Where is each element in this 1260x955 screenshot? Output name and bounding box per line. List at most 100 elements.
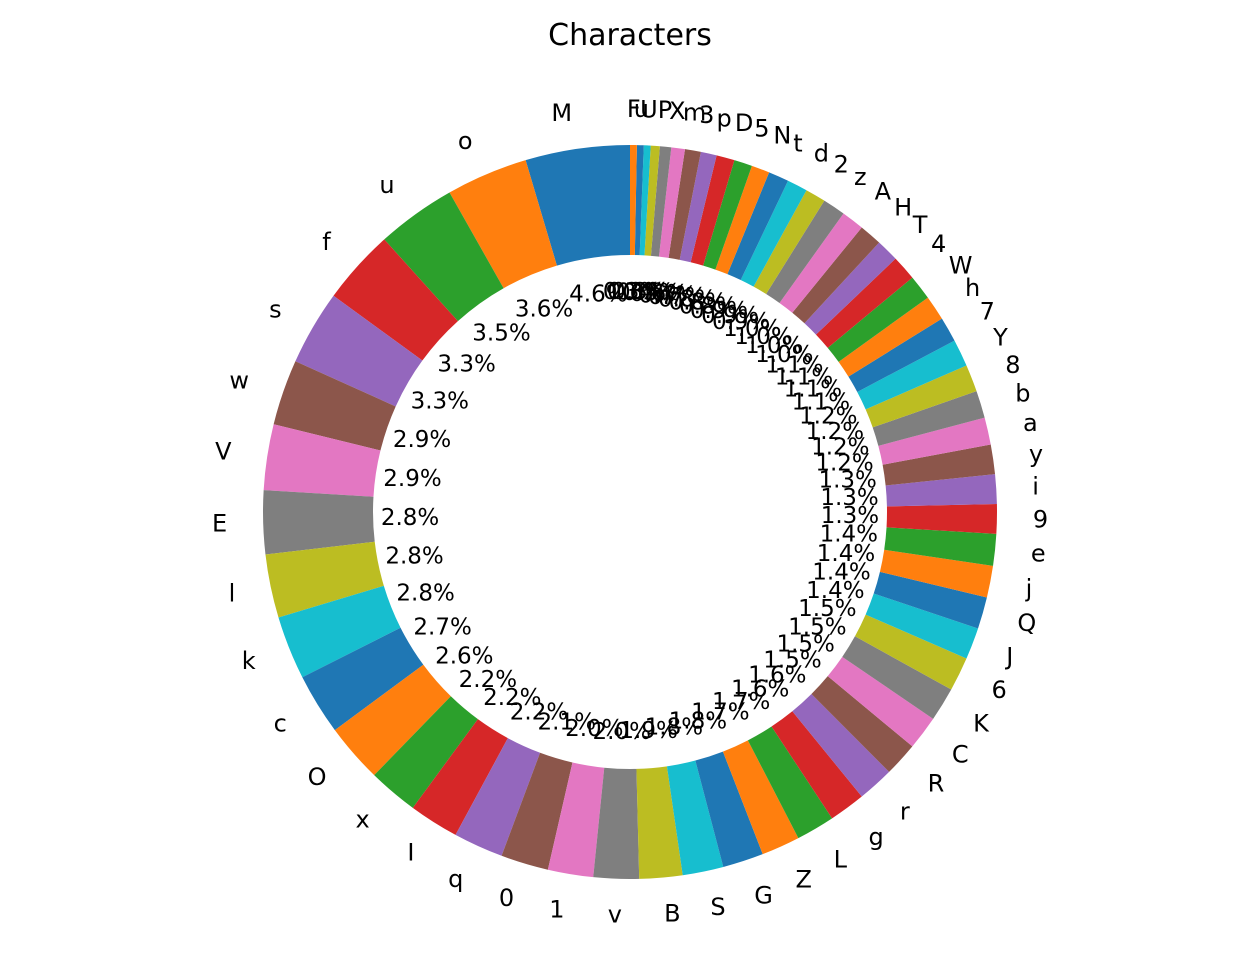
percentage-label: 2.6% <box>435 644 493 670</box>
pie-slice-i <box>885 474 997 507</box>
percentage-label: 1.1% <box>775 364 833 390</box>
pie-slice-B <box>636 766 683 879</box>
slice-label: X <box>669 97 685 125</box>
percentage-label: 1.4% <box>820 522 878 548</box>
pie-slice-9 <box>886 503 997 534</box>
slice-label: v <box>608 901 622 929</box>
slice-label: 9 <box>1033 506 1048 534</box>
slice-label: 8 <box>1005 351 1020 379</box>
percentage-label: 0.3% <box>603 279 661 305</box>
slice-label: p <box>717 104 732 132</box>
percentage-label: 2.2% <box>459 667 517 693</box>
slice-label: h <box>965 274 980 302</box>
percentage-label: 1.0% <box>723 316 781 342</box>
slice-label: q <box>448 865 463 893</box>
pie-slice-3 <box>668 149 701 260</box>
percentage-label: 2.8% <box>381 505 439 531</box>
slice-label: T <box>912 211 928 239</box>
percentage-label: 1.4% <box>812 560 870 586</box>
pie-slice-e <box>884 527 997 566</box>
percentage-label: 1.1% <box>792 390 850 416</box>
percentage-label: 0.4% <box>616 280 674 306</box>
pie-slice-4 <box>815 258 913 348</box>
pie-slice-M <box>525 145 630 266</box>
pie-slice-T <box>804 242 896 335</box>
percentage-label: 1.4% <box>817 541 875 567</box>
slice-label: m <box>683 98 706 126</box>
pie-slice-G <box>695 751 763 867</box>
pie-slice-h <box>838 297 942 377</box>
percentage-label: 1.2% <box>815 450 873 476</box>
pie-slice-p <box>679 151 717 263</box>
pie-slice-f <box>333 239 458 361</box>
percentage-label: 2.8% <box>396 580 454 606</box>
percentage-label: 2.0% <box>565 716 623 742</box>
slice-label: b <box>1015 380 1030 408</box>
slice-label: x <box>355 806 369 834</box>
pie-slice-z <box>766 200 844 303</box>
percentage-label: 1.5% <box>763 647 821 673</box>
slice-label: 3 <box>699 101 714 129</box>
slice-label: 7 <box>980 298 995 326</box>
slice-label: 1 <box>549 896 564 924</box>
slice-label: u <box>379 171 394 199</box>
pie-slice-O <box>334 664 451 776</box>
percentage-label: 0.7% <box>648 284 706 310</box>
pie-slice-D <box>690 155 735 266</box>
slice-label: 5 <box>754 115 769 143</box>
percentage-label: 3.5% <box>472 320 530 346</box>
pie-slices <box>263 145 997 880</box>
slice-label: B <box>664 900 680 928</box>
pie-slice-W <box>827 277 928 362</box>
slice-label: F <box>627 95 641 123</box>
percentage-label: 1.2% <box>799 404 857 430</box>
slice-label: D <box>735 109 753 137</box>
percentage-label: 1.0% <box>745 333 803 359</box>
percentage-label: 1.5% <box>776 631 834 657</box>
pie-slice-X <box>650 146 672 257</box>
percentage-label: 0.3% <box>607 279 665 305</box>
slice-label: d <box>814 139 829 167</box>
slice-label: P <box>658 96 672 124</box>
pie-slice-Z <box>722 740 799 855</box>
percentage-label: 1.1% <box>784 377 842 403</box>
slice-label: M <box>551 99 572 127</box>
pie-slice-C <box>827 656 934 747</box>
slice-label: H <box>894 194 912 222</box>
slice-label: L <box>834 846 848 874</box>
pie-slice-6 <box>854 614 967 690</box>
slice-label: r <box>900 797 910 825</box>
slice-label: c <box>274 709 287 737</box>
pie-slice-o <box>449 160 557 289</box>
chart-title: Characters <box>548 18 712 53</box>
pie-slice-q <box>455 738 541 856</box>
pie-slice-A <box>779 213 862 313</box>
percentage-label: 1.5% <box>798 596 856 622</box>
pie-slice-H <box>792 227 880 324</box>
percentage-label: 1.0% <box>755 342 813 368</box>
slice-label: a <box>1023 409 1038 437</box>
pie-slice-j <box>879 549 994 598</box>
pie-slice-y <box>882 444 996 486</box>
slice-label: i <box>1032 473 1039 501</box>
slice-label: G <box>754 881 773 909</box>
slice-label: z <box>854 163 867 191</box>
slice-label: Y <box>992 323 1008 351</box>
percentage-label: 2.9% <box>393 427 451 453</box>
pie-slice-d <box>740 180 807 287</box>
pie-slice-b <box>872 391 985 446</box>
percentage-labels: 4.6%3.6%3.5% 3.3% 3.3% 2.9% 2.9% 2.8% 2.8% 2.8%… <box>381 279 879 745</box>
percentage-label: 1.2% <box>811 434 869 460</box>
slice-label: s <box>269 295 282 323</box>
slice-label: A <box>875 178 892 206</box>
slice-label: f <box>322 228 331 256</box>
slice-label: k <box>242 647 256 675</box>
percentage-label: 0.8% <box>669 290 727 316</box>
percentage-label: 0.8% <box>679 293 737 319</box>
slice-label: 0 <box>499 884 514 912</box>
pie-slice-v <box>593 767 640 880</box>
pie-slice-x <box>374 696 478 808</box>
percentage-label: 1.3% <box>821 503 879 529</box>
